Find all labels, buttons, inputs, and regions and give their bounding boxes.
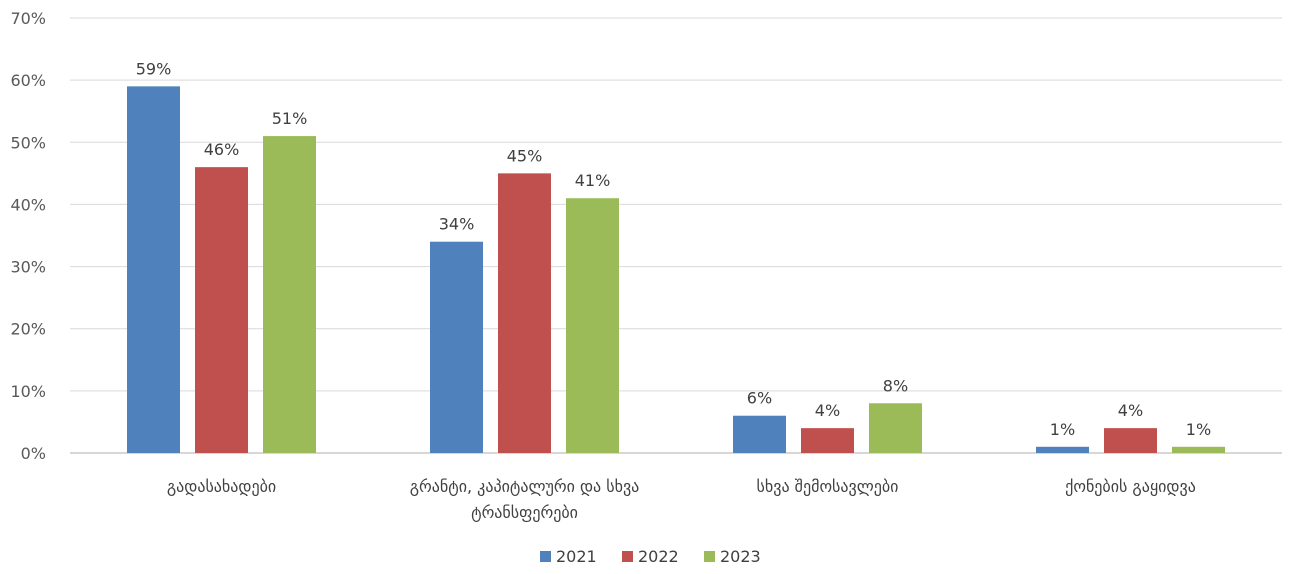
legend-swatch-2022 [622, 551, 633, 562]
bar-2021-cat-1 [430, 241, 483, 453]
data-label: 45% [507, 146, 543, 165]
category-label: გრანტი, კაპიტალური და სხვა [410, 477, 640, 496]
bars [127, 86, 1225, 454]
category-label: ტრანსფერები [471, 503, 578, 522]
y-tick-label: 50% [10, 133, 46, 152]
y-tick-label: 0% [21, 444, 46, 463]
y-tick-label: 10% [10, 382, 46, 401]
legend-label: 2023 [720, 547, 761, 566]
y-tick-label: 30% [10, 258, 46, 277]
data-label: 1% [1050, 420, 1075, 439]
data-label: 8% [883, 376, 908, 395]
category-label: ქონების გაყიდვა [1065, 477, 1196, 496]
data-label: 51% [272, 109, 308, 128]
legend-label: 2021 [556, 547, 597, 566]
data-labels: 59% 46% 51% 34% 45% 41% 6% 4% 8% 1% 4% 1% [136, 59, 1211, 438]
data-label: 41% [575, 171, 611, 190]
data-label: 1% [1186, 420, 1211, 439]
category-label: სხვა შემოსავლები [757, 477, 899, 496]
bar-2021-cat-2 [733, 415, 786, 453]
bar-2021-cat-3 [1036, 446, 1089, 453]
bar-2023-cat-1 [566, 198, 619, 453]
data-label: 6% [747, 389, 772, 408]
data-label: 4% [815, 401, 840, 420]
bar-2023-cat-2 [869, 403, 922, 453]
legend: 2021 2022 2023 [540, 547, 761, 566]
legend-swatch-2021 [540, 551, 551, 562]
gridlines [70, 17, 1282, 454]
x-axis-categories: გადასახადები გრანტი, კაპიტალური და სხვა ტრ… [167, 477, 1196, 522]
legend-swatch-2023 [704, 551, 715, 562]
y-tick-label: 40% [10, 195, 46, 214]
bar-2022-cat-3 [1104, 428, 1157, 453]
data-label: 59% [136, 59, 172, 78]
y-axis-ticks: 0% 10% 20% 30% 40% 50% 60% 70% [10, 9, 46, 463]
bar-2022-cat-2 [801, 428, 854, 453]
data-label: 4% [1118, 401, 1143, 420]
bar-2022-cat-0 [195, 167, 248, 453]
data-label: 46% [204, 140, 240, 159]
legend-label: 2022 [638, 547, 679, 566]
bar-2023-cat-0 [263, 136, 316, 454]
bar-2021-cat-0 [127, 86, 180, 453]
bar-2023-cat-3 [1172, 446, 1225, 453]
data-label: 34% [439, 215, 475, 234]
bar-2022-cat-1 [498, 173, 551, 453]
y-tick-label: 20% [10, 320, 46, 339]
y-tick-label: 60% [10, 71, 46, 90]
y-tick-label: 70% [10, 9, 46, 28]
category-label: გადასახადები [167, 477, 276, 496]
